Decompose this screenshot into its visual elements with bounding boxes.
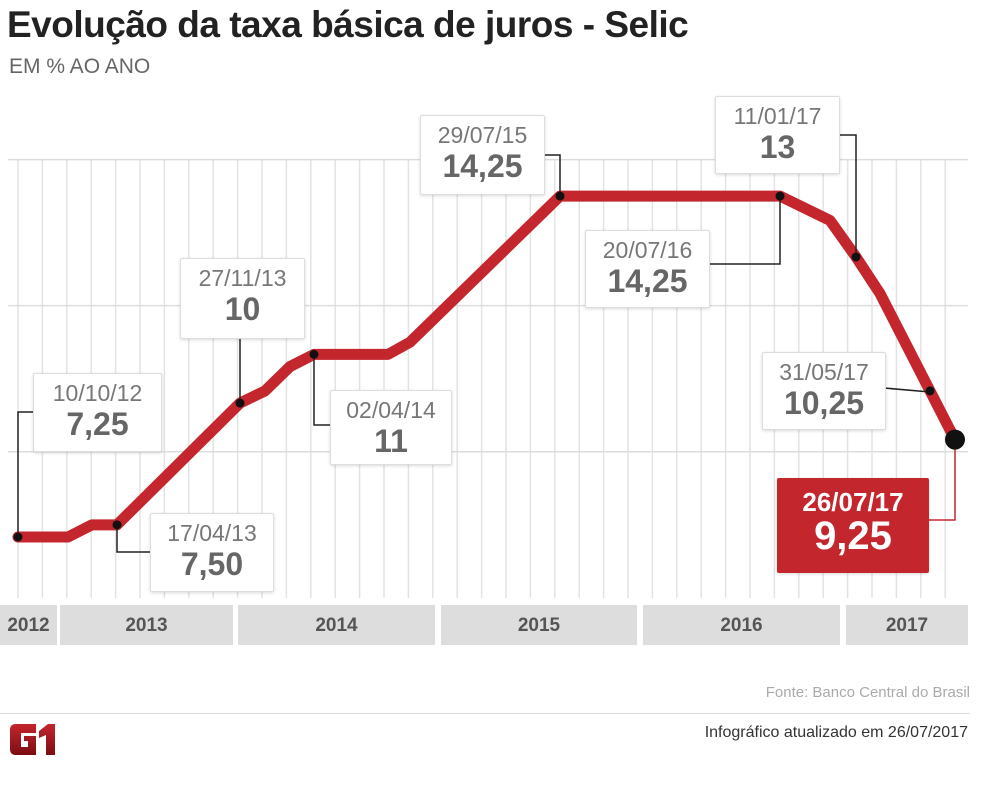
data-label-date: 11/01/17 <box>733 103 822 129</box>
data-point <box>112 520 122 530</box>
divider <box>0 713 970 714</box>
data-label: 31/05/17 10,25 <box>762 352 886 430</box>
data-label: 20/07/16 14,25 <box>585 230 710 308</box>
leader-line <box>313 354 330 426</box>
data-label-value: 7,50 <box>180 546 244 582</box>
data-point <box>775 191 785 201</box>
data-label-date: 31/05/17 <box>779 359 869 385</box>
data-label-value: 9,25 <box>814 514 892 558</box>
chart-subtitle: EM % AO ANO <box>9 55 151 78</box>
data-point <box>925 386 935 396</box>
g1-logo <box>10 724 55 755</box>
leader-line <box>883 387 931 393</box>
data-label-date: 02/04/14 <box>346 397 436 423</box>
data-label: 17/04/13 7,50 <box>150 513 274 592</box>
leader-line <box>708 196 781 265</box>
data-label: 02/04/14 11 <box>330 390 452 465</box>
x-tick-label: 2014 <box>238 605 435 645</box>
leader-line <box>838 134 857 257</box>
series-line <box>12 190 961 543</box>
data-label: 26/07/17 9,25 <box>777 478 929 573</box>
data-label-date: 17/04/13 <box>167 520 257 546</box>
x-tick-label: 2016 <box>643 605 840 645</box>
data-point <box>309 349 319 359</box>
data-label-value: 10 <box>224 291 261 327</box>
x-tick-label: 2015 <box>441 605 637 645</box>
data-label: 27/11/13 10 <box>180 258 305 339</box>
x-tick-label: 2017 <box>846 605 968 645</box>
data-point <box>555 191 565 201</box>
data-point <box>13 532 23 542</box>
data-label-value: 11 <box>374 423 408 459</box>
data-label-value: 14,25 <box>607 263 688 299</box>
data-label-value: 13 <box>759 129 796 165</box>
leader-line <box>927 440 956 521</box>
data-label: 10/10/12 7,25 <box>33 373 162 452</box>
data-label-date: 26/07/17 <box>802 487 904 517</box>
x-tick-label: 2012 <box>0 605 57 645</box>
data-point <box>945 429 965 450</box>
leader-line <box>17 411 33 537</box>
data-label-date: 10/10/12 <box>52 380 143 406</box>
data-label-value: 10,25 <box>783 385 865 421</box>
data-label-value: 7,25 <box>66 406 129 442</box>
x-tick-label: 2013 <box>60 605 233 645</box>
leader-line <box>543 154 561 196</box>
data-label: 11/01/17 13 <box>715 96 840 174</box>
updated-note: Infográfico atualizado em 26/07/2017 <box>704 724 968 741</box>
data-label-date: 27/11/13 <box>198 265 287 291</box>
chart-title: Evolução da taxa básica de juros - Selic <box>7 4 689 45</box>
data-point <box>235 398 245 408</box>
data-label-date: 20/07/16 <box>602 237 693 263</box>
data-label-date: 29/07/15 <box>437 122 528 148</box>
data-point <box>851 252 861 262</box>
data-label-value: 14,25 <box>442 148 523 184</box>
leader-line <box>116 523 150 553</box>
data-label: 29/07/15 14,25 <box>420 115 545 195</box>
source-note: Fonte: Banco Central do Brasil <box>765 684 970 701</box>
